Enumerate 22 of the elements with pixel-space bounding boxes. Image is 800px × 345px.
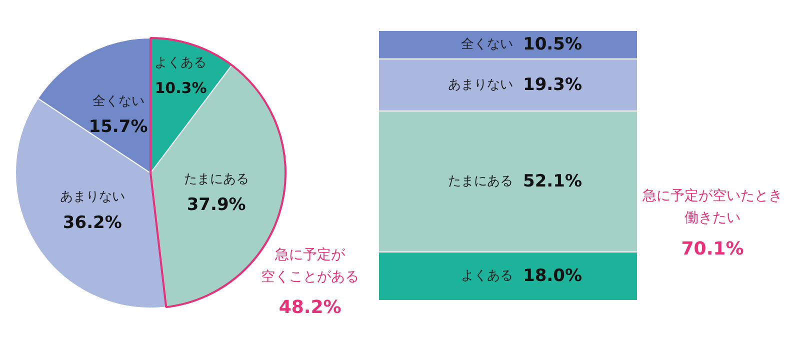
- text: 70.1%: [681, 238, 744, 260]
- data-label: 36.2%: [62, 212, 122, 233]
- text: 48.2%: [278, 297, 342, 318]
- data-label: 19.3%: [523, 74, 582, 95]
- data-label: 18.0%: [523, 266, 582, 286]
- text: 急に予定が: [274, 246, 346, 263]
- data-label: 37.9%: [186, 194, 246, 215]
- data-label: 10.5%: [523, 34, 582, 55]
- series-label: たまにある: [448, 174, 513, 189]
- series-label: よくある: [461, 268, 513, 284]
- text: 働きたい: [684, 210, 740, 226]
- text: 急に予定が空いたとき: [642, 188, 782, 204]
- series-label: 全くない: [461, 37, 513, 52]
- series-label: あまりない: [448, 77, 513, 92]
- slice-label: あまりない: [60, 190, 125, 205]
- slice-label: たまにある: [184, 172, 249, 187]
- data-label: 15.7%: [88, 117, 148, 138]
- text: 空くことがある: [261, 268, 360, 285]
- slice-label: 全くない: [92, 94, 144, 109]
- slice-label: よくある: [154, 56, 207, 71]
- data-label: 52.1%: [523, 171, 582, 192]
- data-label: 10.3%: [154, 78, 207, 97]
